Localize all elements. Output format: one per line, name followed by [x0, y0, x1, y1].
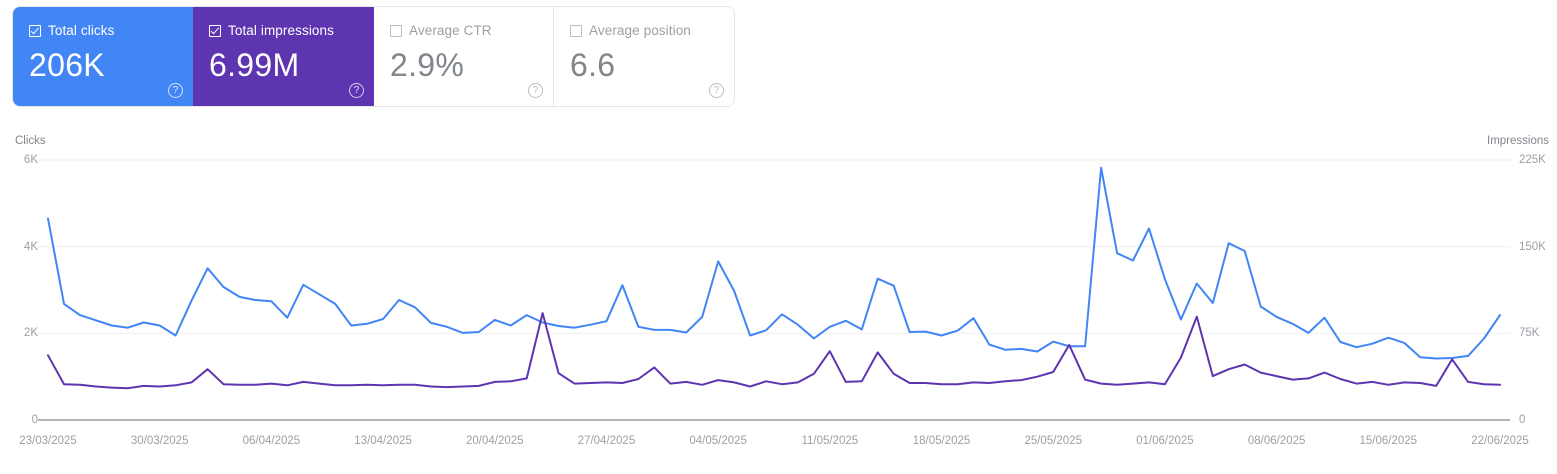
x-axis-tick-label: 15/06/2025 [1359, 435, 1418, 447]
metric-card-total-impressions[interactable]: Total impressions 6.99M ? [193, 7, 374, 106]
right-axis-ticks: 0 75K 150K 225K [1505, 128, 1557, 428]
x-axis-tick-label: 22/06/2025 [1471, 435, 1529, 447]
help-icon[interactable]: ? [709, 83, 724, 98]
x-axis-tick-label: 20/04/2025 [465, 435, 524, 447]
x-axis-tick-label: 27/04/2025 [577, 435, 636, 447]
left-axis-ticks: 0 2K 4K 6K [0, 128, 38, 428]
x-axis-tick-label: 18/05/2025 [912, 435, 971, 447]
metric-card-header: Average position [570, 23, 718, 39]
metric-card-value: 2.9% [390, 47, 465, 83]
metric-card-value: 6.6 [570, 47, 616, 83]
series-line-clicks [47, 166, 1501, 360]
gridlines [38, 159, 1510, 421]
left-axis-tick: 2K [23, 327, 38, 340]
metric-card-header: Total impressions [209, 23, 358, 39]
x-axis-tick-label: 04/05/2025 [689, 435, 747, 447]
metric-card-label: Total impressions [228, 23, 334, 38]
left-axis-tick: 4K [23, 240, 38, 253]
left-axis-title: Clicks [15, 135, 46, 147]
metric-card-label: Total clicks [48, 23, 115, 38]
x-axis-tick-label: 08/06/2025 [1247, 435, 1306, 447]
help-icon[interactable]: ? [349, 83, 364, 98]
checkbox-unchecked-icon[interactable] [570, 25, 582, 37]
metric-card-label: Average position [589, 23, 691, 38]
help-icon[interactable]: ? [168, 83, 183, 98]
x-axis-tick-label: 13/04/2025 [354, 435, 412, 447]
chart-plot-area [38, 159, 1510, 421]
left-axis-tick: 6K [23, 154, 38, 166]
x-axis-tick-label: 25/05/2025 [1024, 435, 1082, 447]
checkbox-checked-icon[interactable] [29, 25, 41, 37]
metric-card-header: Average CTR [390, 23, 537, 39]
metric-card-label: Average CTR [409, 23, 492, 38]
metric-card-header: Total clicks [29, 23, 177, 39]
series-line-impressions [47, 312, 1501, 390]
checkbox-unchecked-icon[interactable] [390, 25, 402, 37]
right-axis-tick: 225K [1519, 154, 1546, 166]
right-axis-title: Impressions [1487, 135, 1549, 147]
metric-card-average-position[interactable]: Average position 6.6 ? [554, 7, 734, 106]
x-axis-tick-label: 11/05/2025 [801, 435, 859, 447]
metric-card-average-ctr[interactable]: Average CTR 2.9% ? [374, 7, 554, 106]
left-axis-tick: 0 [31, 414, 38, 426]
help-icon[interactable]: ? [528, 83, 543, 98]
metric-cards-group: Total clicks 206K ? Total impressions 6.… [12, 6, 735, 107]
performance-chart[interactable]: Clicks Impressions 0 2K 4K 6K 0 75K 150K 225K … [0, 128, 1557, 474]
checkbox-checked-icon[interactable] [209, 25, 221, 37]
series-lines [47, 166, 1501, 390]
right-axis-tick: 75K [1519, 327, 1540, 340]
x-axis-tick-label: 01/06/2025 [1136, 435, 1194, 447]
metric-card-value: 6.99M [209, 47, 300, 83]
metric-card-value: 206K [29, 47, 105, 83]
metric-card-total-clicks[interactable]: Total clicks 206K ? [13, 7, 193, 106]
x-axis-tick-label: 23/03/2025 [19, 435, 77, 447]
x-axis-labels: 23/03/2025 30/03/2025 06/04/2025 13/04/2025… [0, 428, 1557, 458]
right-axis-tick: 150K [1519, 240, 1546, 253]
right-axis-tick: 0 [1519, 414, 1526, 426]
x-axis-tick-label: 06/04/2025 [242, 435, 301, 447]
x-axis-tick-label: 30/03/2025 [130, 435, 189, 447]
